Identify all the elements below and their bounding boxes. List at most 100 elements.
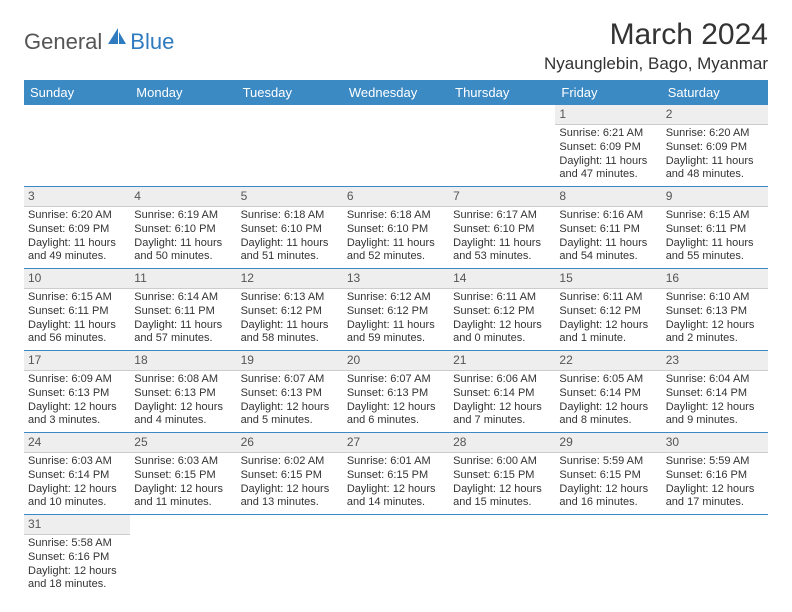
daylight-line: Daylight: 12 hours and 7 minutes.: [453, 401, 551, 429]
calendar-cell: 4Sunrise: 6:19 AMSunset: 6:10 PMDaylight…: [130, 187, 236, 269]
day-number: 31: [24, 515, 130, 535]
calendar-cell-empty: [237, 515, 343, 597]
day-number: 18: [130, 351, 236, 371]
day-number: 17: [24, 351, 130, 371]
daylight-line: Daylight: 12 hours and 9 minutes.: [666, 401, 764, 429]
calendar-cell: 9Sunrise: 6:15 AMSunset: 6:11 PMDaylight…: [662, 187, 768, 269]
sunset-line: Sunset: 6:10 PM: [134, 223, 232, 237]
daylight-line: Daylight: 12 hours and 0 minutes.: [453, 319, 551, 347]
day-details: Sunrise: 6:09 AMSunset: 6:13 PMDaylight:…: [28, 373, 126, 428]
calendar-cell: 11Sunrise: 6:14 AMSunset: 6:11 PMDayligh…: [130, 269, 236, 351]
sunrise-line: Sunrise: 6:02 AM: [241, 455, 339, 469]
sail-icon: [106, 26, 128, 46]
sunset-line: Sunset: 6:13 PM: [241, 387, 339, 401]
calendar-cell-empty: [343, 105, 449, 187]
sunset-line: Sunset: 6:14 PM: [28, 469, 126, 483]
calendar-cell-empty: [130, 105, 236, 187]
calendar-cell: 22Sunrise: 6:05 AMSunset: 6:14 PMDayligh…: [555, 351, 661, 433]
sunset-line: Sunset: 6:15 PM: [453, 469, 551, 483]
calendar-cell: 19Sunrise: 6:07 AMSunset: 6:13 PMDayligh…: [237, 351, 343, 433]
day-details: Sunrise: 6:19 AMSunset: 6:10 PMDaylight:…: [134, 209, 232, 264]
sunset-line: Sunset: 6:14 PM: [453, 387, 551, 401]
sunset-line: Sunset: 6:09 PM: [666, 141, 764, 155]
calendar-cell: 1Sunrise: 6:21 AMSunset: 6:09 PMDaylight…: [555, 105, 661, 187]
daylight-line: Daylight: 12 hours and 11 minutes.: [134, 483, 232, 511]
sunrise-line: Sunrise: 6:13 AM: [241, 291, 339, 305]
calendar-cell: 7Sunrise: 6:17 AMSunset: 6:10 PMDaylight…: [449, 187, 555, 269]
sunset-line: Sunset: 6:15 PM: [347, 469, 445, 483]
day-number: 27: [343, 433, 449, 453]
sunset-line: Sunset: 6:10 PM: [453, 223, 551, 237]
calendar-body: 1Sunrise: 6:21 AMSunset: 6:09 PMDaylight…: [24, 105, 768, 596]
daylight-line: Daylight: 11 hours and 50 minutes.: [134, 237, 232, 265]
day-number: 13: [343, 269, 449, 289]
sunset-line: Sunset: 6:11 PM: [559, 223, 657, 237]
sunset-line: Sunset: 6:15 PM: [559, 469, 657, 483]
calendar-cell: 25Sunrise: 6:03 AMSunset: 6:15 PMDayligh…: [130, 433, 236, 515]
weekday-header: Thursday: [449, 80, 555, 105]
calendar-cell: 31Sunrise: 5:58 AMSunset: 6:16 PMDayligh…: [24, 515, 130, 597]
calendar-row: 24Sunrise: 6:03 AMSunset: 6:14 PMDayligh…: [24, 433, 768, 515]
sunrise-line: Sunrise: 5:58 AM: [28, 537, 126, 551]
day-details: Sunrise: 5:59 AMSunset: 6:15 PMDaylight:…: [559, 455, 657, 510]
day-details: Sunrise: 6:15 AMSunset: 6:11 PMDaylight:…: [28, 291, 126, 346]
sunrise-line: Sunrise: 6:21 AM: [559, 127, 657, 141]
title-block: March 2024 Nyaunglebin, Bago, Myanmar: [544, 18, 768, 74]
header: General Blue March 2024 Nyaunglebin, Bag…: [24, 18, 768, 74]
daylight-line: Daylight: 11 hours and 56 minutes.: [28, 319, 126, 347]
calendar-cell: 2Sunrise: 6:20 AMSunset: 6:09 PMDaylight…: [662, 105, 768, 187]
sunrise-line: Sunrise: 5:59 AM: [559, 455, 657, 469]
calendar-cell: 29Sunrise: 5:59 AMSunset: 6:15 PMDayligh…: [555, 433, 661, 515]
day-details: Sunrise: 6:11 AMSunset: 6:12 PMDaylight:…: [559, 291, 657, 346]
sunrise-line: Sunrise: 6:05 AM: [559, 373, 657, 387]
day-number: 7: [449, 187, 555, 207]
sunrise-line: Sunrise: 6:09 AM: [28, 373, 126, 387]
calendar-cell-empty: [130, 515, 236, 597]
logo: General Blue: [24, 18, 174, 58]
day-number: 22: [555, 351, 661, 371]
sunrise-line: Sunrise: 6:19 AM: [134, 209, 232, 223]
calendar-cell-empty: [662, 515, 768, 597]
day-number: 20: [343, 351, 449, 371]
daylight-line: Daylight: 11 hours and 57 minutes.: [134, 319, 232, 347]
sunset-line: Sunset: 6:11 PM: [666, 223, 764, 237]
sunset-line: Sunset: 6:12 PM: [559, 305, 657, 319]
daylight-line: Daylight: 12 hours and 6 minutes.: [347, 401, 445, 429]
daylight-line: Daylight: 11 hours and 47 minutes.: [559, 155, 657, 183]
daylight-line: Daylight: 11 hours and 54 minutes.: [559, 237, 657, 265]
day-details: Sunrise: 6:07 AMSunset: 6:13 PMDaylight:…: [241, 373, 339, 428]
day-number: 2: [662, 105, 768, 125]
sunset-line: Sunset: 6:11 PM: [134, 305, 232, 319]
day-number: 30: [662, 433, 768, 453]
day-number: 24: [24, 433, 130, 453]
page-title: March 2024: [544, 18, 768, 52]
day-details: Sunrise: 6:17 AMSunset: 6:10 PMDaylight:…: [453, 209, 551, 264]
sunset-line: Sunset: 6:13 PM: [666, 305, 764, 319]
day-number: 21: [449, 351, 555, 371]
day-details: Sunrise: 6:05 AMSunset: 6:14 PMDaylight:…: [559, 373, 657, 428]
sunrise-line: Sunrise: 6:00 AM: [453, 455, 551, 469]
calendar-row: 10Sunrise: 6:15 AMSunset: 6:11 PMDayligh…: [24, 269, 768, 351]
calendar-cell: 17Sunrise: 6:09 AMSunset: 6:13 PMDayligh…: [24, 351, 130, 433]
calendar-row: 17Sunrise: 6:09 AMSunset: 6:13 PMDayligh…: [24, 351, 768, 433]
day-details: Sunrise: 6:02 AMSunset: 6:15 PMDaylight:…: [241, 455, 339, 510]
calendar-cell-empty: [24, 105, 130, 187]
daylight-line: Daylight: 12 hours and 13 minutes.: [241, 483, 339, 511]
weekday-header: Monday: [130, 80, 236, 105]
sunset-line: Sunset: 6:13 PM: [28, 387, 126, 401]
day-details: Sunrise: 6:08 AMSunset: 6:13 PMDaylight:…: [134, 373, 232, 428]
day-number: 15: [555, 269, 661, 289]
calendar-cell-empty: [343, 515, 449, 597]
calendar-cell-empty: [449, 105, 555, 187]
daylight-line: Daylight: 11 hours and 53 minutes.: [453, 237, 551, 265]
calendar-cell: 15Sunrise: 6:11 AMSunset: 6:12 PMDayligh…: [555, 269, 661, 351]
day-details: Sunrise: 6:18 AMSunset: 6:10 PMDaylight:…: [347, 209, 445, 264]
calendar-cell: 28Sunrise: 6:00 AMSunset: 6:15 PMDayligh…: [449, 433, 555, 515]
sunset-line: Sunset: 6:10 PM: [347, 223, 445, 237]
calendar-cell-empty: [555, 515, 661, 597]
day-details: Sunrise: 6:03 AMSunset: 6:15 PMDaylight:…: [134, 455, 232, 510]
daylight-line: Daylight: 12 hours and 17 minutes.: [666, 483, 764, 511]
daylight-line: Daylight: 12 hours and 5 minutes.: [241, 401, 339, 429]
day-number: 11: [130, 269, 236, 289]
day-number: 16: [662, 269, 768, 289]
